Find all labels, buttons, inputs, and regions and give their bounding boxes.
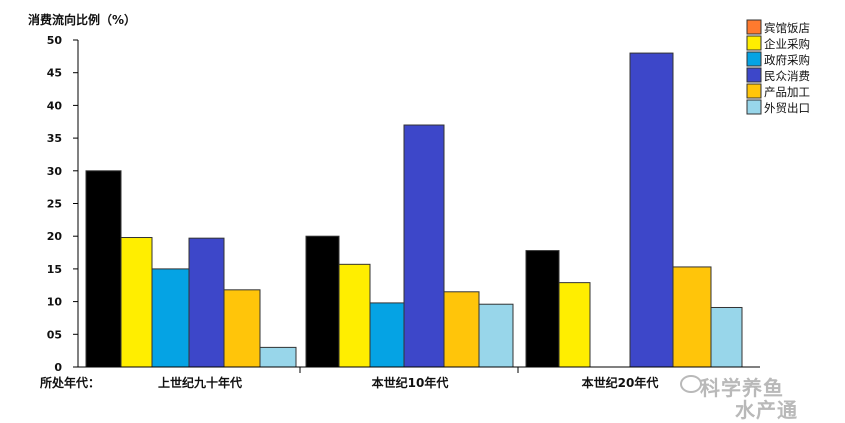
y-tick-label: 45 xyxy=(47,67,62,80)
bar xyxy=(338,263,371,368)
bar xyxy=(151,268,190,368)
legend-swatch xyxy=(746,19,762,35)
legend-swatch xyxy=(746,67,762,83)
y-tick-label: 20 xyxy=(47,230,63,243)
legend-label: 外贸出口 xyxy=(764,101,810,115)
y-tick-label: 25 xyxy=(47,198,62,211)
watermark-line2: 水产通 xyxy=(735,398,798,422)
y-tick-label: 15 xyxy=(47,263,62,276)
y-tick-label: 35 xyxy=(47,132,62,145)
bar xyxy=(85,170,122,368)
bar xyxy=(672,266,712,368)
legend-swatch xyxy=(746,99,762,115)
legend-swatch xyxy=(746,51,762,67)
y-tick-label: 50 xyxy=(47,34,63,47)
x-category-label: 上世纪九十年代 xyxy=(158,375,242,390)
legend-label: 政府采购 xyxy=(764,53,810,67)
bar xyxy=(369,302,405,368)
bar xyxy=(710,306,743,368)
y-tick-label: 30 xyxy=(47,165,63,178)
legend-swatch xyxy=(746,35,762,51)
legend-label: 企业采购 xyxy=(764,37,810,51)
x-category-label: 本世纪20年代 xyxy=(582,375,659,390)
bar xyxy=(259,346,297,368)
y-tick-label: 0 xyxy=(54,361,62,374)
x-axis-label: 所处年代： xyxy=(40,375,100,390)
legend-label: 宾馆饭店 xyxy=(764,21,810,35)
y-tick-label: 10 xyxy=(47,296,63,309)
bar xyxy=(629,52,674,368)
bar xyxy=(478,303,514,368)
legend-label: 民众消费 xyxy=(764,69,810,83)
y-axis-label: 消费流向比例（%） xyxy=(28,12,136,27)
x-axis: 上世纪九十年代 本世纪10年代 本世纪20年代 xyxy=(78,366,760,390)
legend-label: 产品加工 xyxy=(764,85,810,99)
y-tick-label: 05 xyxy=(47,328,62,341)
watermark-logo-icon xyxy=(680,375,702,393)
bar xyxy=(305,235,340,368)
bar xyxy=(525,250,560,368)
bar xyxy=(558,282,591,368)
watermark-line1: 科学养鱼 xyxy=(700,376,784,400)
bars xyxy=(85,52,743,368)
x-category-label: 本世纪10年代 xyxy=(372,375,449,390)
y-tick-label: 40 xyxy=(47,99,63,112)
bar xyxy=(188,237,225,368)
y-axis: 0 05 10 15 20 25 30 35 40 45 50 xyxy=(47,34,79,374)
bar xyxy=(120,237,153,368)
bar xyxy=(223,289,261,368)
bar xyxy=(403,124,445,368)
legend-swatch xyxy=(746,83,762,99)
bar xyxy=(443,291,480,368)
